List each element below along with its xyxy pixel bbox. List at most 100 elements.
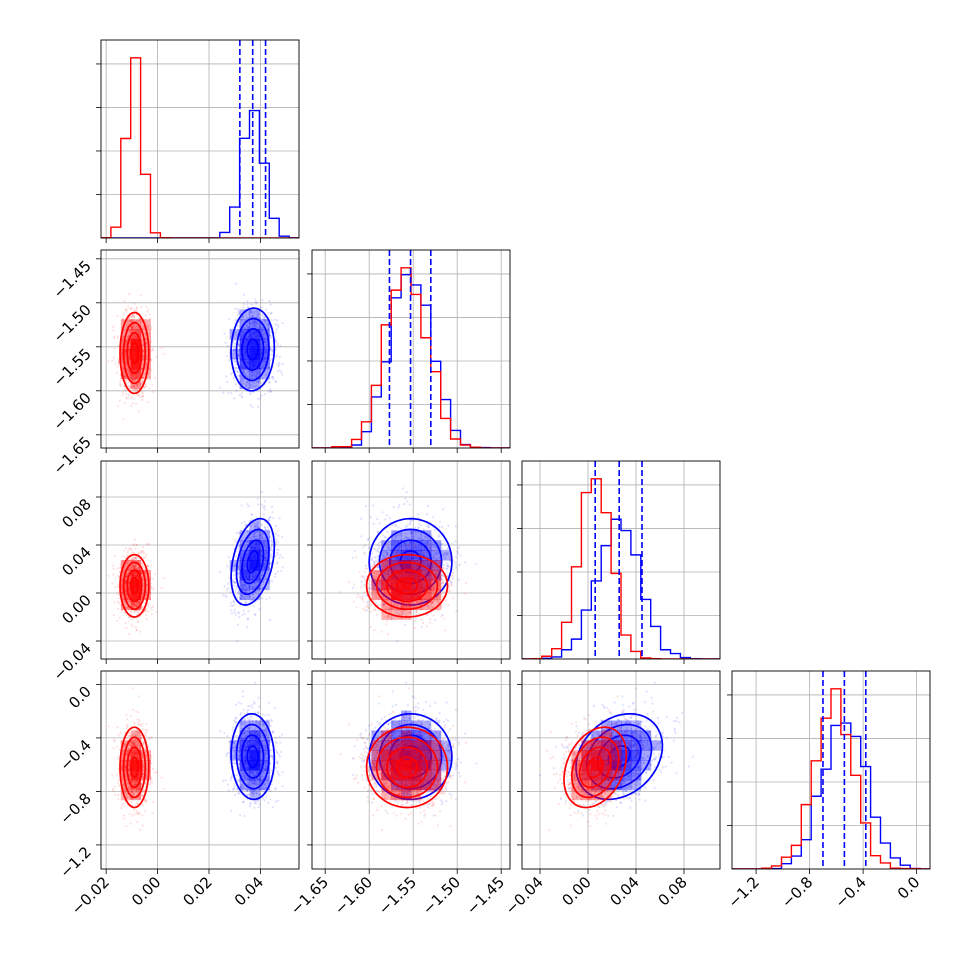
scatter-point bbox=[131, 380, 135, 383]
scatter-point bbox=[142, 394, 145, 397]
scatter-point bbox=[442, 554, 445, 557]
scatter-point bbox=[142, 589, 145, 592]
scatter-point bbox=[275, 538, 278, 541]
scatter-point bbox=[238, 612, 241, 615]
scatter-point bbox=[116, 404, 119, 408]
scatter-point bbox=[256, 314, 259, 317]
density-cell bbox=[249, 339, 260, 350]
scatter-point bbox=[128, 566, 131, 569]
scatter-point bbox=[264, 528, 267, 531]
scatter-point bbox=[248, 312, 251, 315]
scatter-point bbox=[128, 370, 131, 373]
scatter-point bbox=[247, 531, 251, 534]
scatter-point bbox=[127, 317, 131, 320]
scatter-point bbox=[112, 567, 115, 570]
scatter-point bbox=[132, 557, 135, 560]
density-cell bbox=[259, 349, 270, 360]
scatter-point bbox=[251, 303, 254, 306]
scatter-point bbox=[122, 555, 125, 558]
scatter-point bbox=[247, 321, 250, 324]
scatter-point bbox=[475, 563, 478, 566]
scatter-point bbox=[259, 323, 262, 326]
scatter-point bbox=[270, 353, 274, 356]
density-cell bbox=[259, 368, 270, 380]
scatter-point bbox=[148, 333, 151, 336]
scatter-point bbox=[269, 561, 272, 564]
scatter-point bbox=[246, 316, 249, 319]
scatter-point bbox=[135, 402, 138, 405]
scatter-point bbox=[244, 313, 247, 317]
scatter-point bbox=[236, 640, 239, 643]
scatter-point bbox=[380, 564, 383, 567]
scatter-point bbox=[129, 567, 132, 570]
scatter-point bbox=[137, 552, 140, 556]
scatter-point bbox=[130, 395, 134, 398]
scatter-point bbox=[251, 535, 254, 538]
scatter-point bbox=[386, 569, 390, 573]
density-cell bbox=[249, 329, 260, 340]
scatter-point bbox=[125, 613, 128, 616]
scatter-point bbox=[142, 328, 145, 331]
scatter-point bbox=[247, 610, 250, 613]
scatter-point bbox=[268, 516, 271, 519]
scatter-point bbox=[441, 578, 444, 581]
scatter-point bbox=[420, 608, 423, 612]
scatter-point bbox=[148, 317, 151, 320]
density-cell bbox=[239, 368, 250, 380]
scatter-point bbox=[239, 593, 242, 596]
density-cell bbox=[239, 309, 250, 320]
scatter-point bbox=[242, 371, 245, 374]
scatter-point bbox=[141, 592, 144, 595]
scatter-point bbox=[118, 616, 121, 619]
scatter-point bbox=[437, 557, 441, 560]
scatter-point bbox=[239, 598, 242, 601]
scatter-point bbox=[141, 592, 144, 595]
scatter-point bbox=[243, 596, 246, 599]
scatter-point bbox=[244, 547, 247, 550]
scatter-point bbox=[263, 500, 266, 503]
scatter-point bbox=[280, 569, 283, 573]
scatter-point bbox=[274, 323, 277, 326]
scatter-point bbox=[274, 380, 277, 383]
scatter-point bbox=[243, 612, 246, 615]
scatter-point bbox=[118, 596, 121, 600]
scatter-point bbox=[234, 383, 237, 386]
scatter-point bbox=[236, 371, 240, 374]
scatter-point bbox=[144, 609, 147, 612]
density-cell bbox=[249, 358, 260, 370]
scatter-point bbox=[137, 394, 140, 397]
scatter-point bbox=[128, 633, 131, 636]
scatter-point bbox=[227, 359, 230, 362]
scatter-point bbox=[146, 589, 149, 592]
scatter-point bbox=[270, 376, 273, 379]
scatter-point bbox=[256, 535, 259, 538]
scatter-point bbox=[245, 384, 248, 388]
scatter-point bbox=[267, 580, 271, 584]
scatter-point bbox=[269, 618, 272, 622]
scatter-point bbox=[130, 306, 133, 310]
scatter-point bbox=[233, 573, 236, 576]
density-cell bbox=[249, 368, 260, 380]
scatter-point bbox=[121, 317, 125, 320]
scatter-point bbox=[145, 582, 148, 586]
scatter-point bbox=[250, 311, 253, 314]
density-cell bbox=[130, 579, 142, 591]
scatter-point bbox=[260, 537, 263, 540]
density-cell bbox=[130, 349, 142, 360]
scatter-point bbox=[270, 319, 274, 322]
scatter-point bbox=[140, 382, 143, 385]
scatter-point bbox=[122, 371, 125, 374]
scatter-point bbox=[150, 586, 153, 590]
scatter-point bbox=[134, 556, 137, 559]
contour-blue bbox=[235, 317, 270, 382]
scatter-point bbox=[424, 537, 427, 540]
scatter-point bbox=[135, 557, 138, 560]
scatter-point bbox=[432, 543, 435, 546]
scatter-point bbox=[133, 566, 136, 570]
scatter-point bbox=[253, 535, 256, 538]
scatter-point bbox=[121, 391, 124, 394]
scatter-point bbox=[445, 548, 448, 551]
density-cell bbox=[120, 358, 132, 370]
scatter-point bbox=[232, 377, 235, 380]
scatter-point bbox=[125, 340, 128, 343]
